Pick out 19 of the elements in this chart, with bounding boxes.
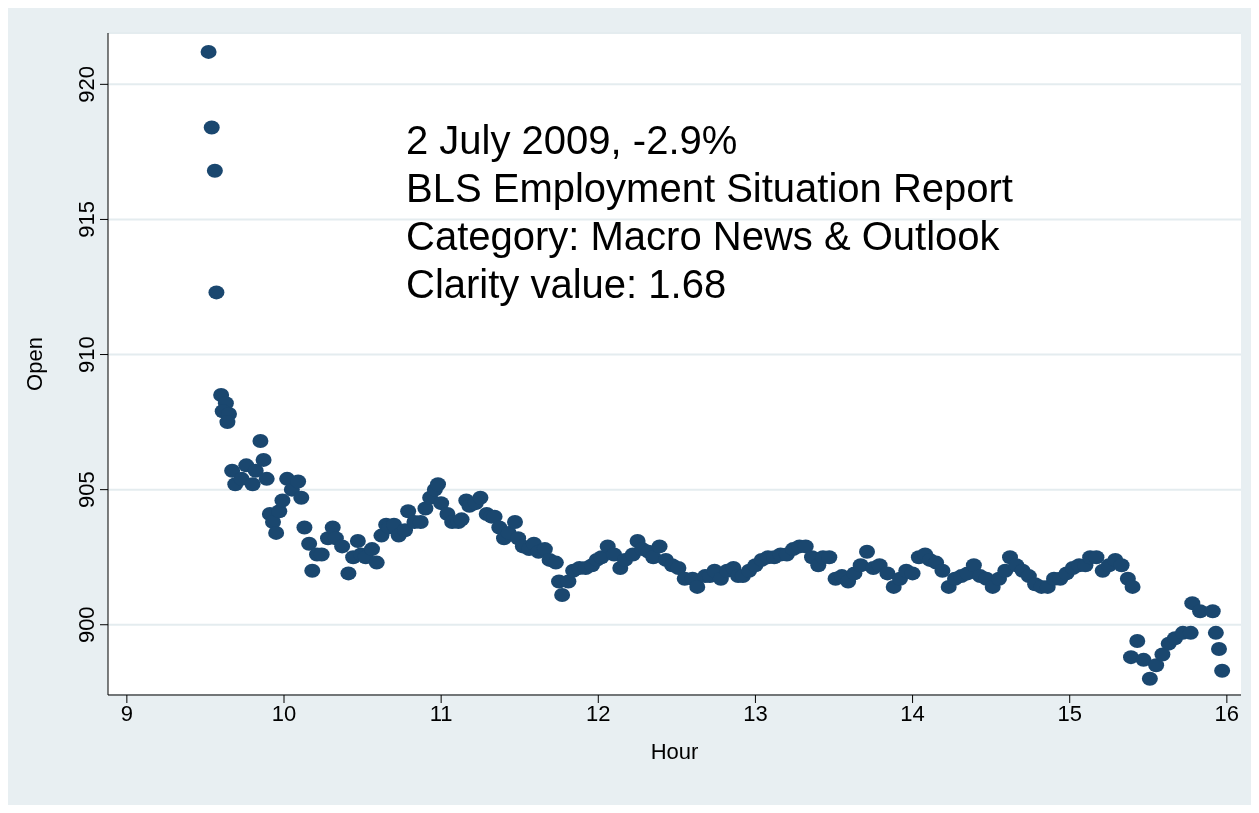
annotation: Category: Macro News & Outlook	[406, 213, 1001, 260]
annotation: BLS Employment Situation Report	[406, 165, 1013, 212]
y-tick-label: 910	[74, 336, 99, 373]
x-axis-title: Hour	[650, 739, 699, 764]
annotation: 2 July 2009, -2.9%	[406, 117, 739, 164]
y-tick-label: 915	[74, 201, 99, 238]
y-axis-title: Open	[21, 337, 47, 391]
x-tick-label: 9	[120, 700, 133, 726]
x-tick-label: 14	[900, 700, 925, 726]
annotation: Clarity value: 1.68	[406, 261, 728, 308]
y-tick-label: 920	[74, 65, 99, 103]
x-tick-label: 11	[429, 700, 453, 726]
x-tick-label: 13	[743, 700, 768, 726]
x-tick-label: 12	[586, 700, 611, 726]
x-tick-label: 10	[271, 700, 297, 726]
x-tick-label: 15	[1057, 700, 1082, 726]
y-tick-label: 900	[74, 606, 99, 644]
x-tick-label: 16	[1214, 700, 1240, 726]
y-tick-label: 905	[74, 471, 99, 508]
